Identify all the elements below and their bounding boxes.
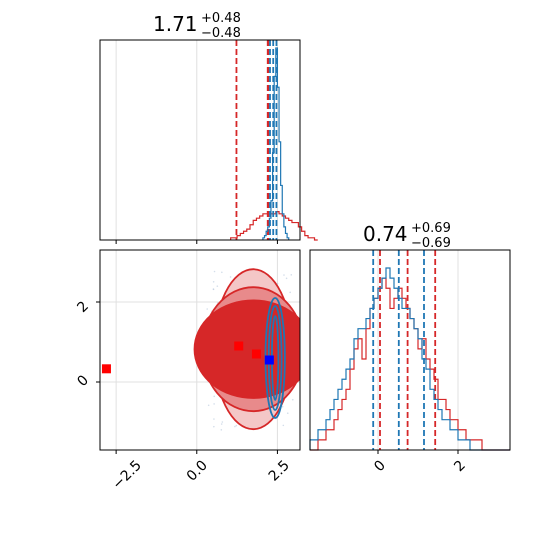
bl-plot-area xyxy=(193,268,300,431)
panel-top-left-histogram xyxy=(99,39,318,244)
bl-sample-point xyxy=(220,423,223,425)
bl-sample-point xyxy=(291,398,294,401)
bl-sample-point xyxy=(207,404,210,407)
bl-sample-point xyxy=(220,429,223,431)
bl-frame xyxy=(99,249,301,451)
bl-sample-point xyxy=(213,425,215,428)
bl-sample-point xyxy=(235,424,238,427)
title-top-left-lower: −0.48 xyxy=(201,26,241,41)
br-frame xyxy=(309,249,511,451)
x-tick-label-br-0: 0 xyxy=(371,458,389,476)
title-bottom-right-lower: −0.69 xyxy=(411,236,451,251)
bl-sample-point xyxy=(234,425,236,428)
x-tick-label-bl-1: 0.0 xyxy=(184,458,211,485)
bl-sample-point xyxy=(289,291,291,294)
bl-sample-point xyxy=(221,421,224,423)
title-bottom-right-value: 0.74 xyxy=(363,222,408,246)
bl-sample-point xyxy=(213,418,215,420)
bl-sample-point xyxy=(213,270,216,273)
tl-frame xyxy=(99,39,301,241)
bl-sample-point xyxy=(283,274,285,276)
bl-marker-1 xyxy=(234,341,244,351)
bl-contour-red-level-2 xyxy=(193,299,300,399)
bl-sample-point xyxy=(285,277,288,280)
bl-sample-point xyxy=(216,285,219,287)
bl-marker-0 xyxy=(101,364,111,374)
x-tick-label-br-1: 2 xyxy=(451,458,469,476)
bl-marker-2 xyxy=(251,349,261,359)
panel-bottom-right-histogram xyxy=(309,249,511,454)
bl-sample-point xyxy=(282,424,285,427)
panel-bottom-left-contour xyxy=(96,249,301,454)
bl-sample-point xyxy=(290,274,293,276)
title-bottom-right-upper: +0.69 xyxy=(411,221,451,236)
tl-hist-series-0 xyxy=(230,211,318,241)
bl-sample-point xyxy=(221,271,223,274)
bl-sample-point xyxy=(229,276,232,278)
br-hist-series-0 xyxy=(310,277,510,451)
title-top-left-value: 1.71 xyxy=(153,12,198,36)
title-top-left-upper: +0.48 xyxy=(201,11,241,26)
bl-marker-3 xyxy=(264,355,274,365)
bl-sample-point xyxy=(286,412,289,415)
bl-sample-point xyxy=(212,288,215,290)
x-tick-label-bl-0: −2.5 xyxy=(109,458,144,493)
bl-sample-point xyxy=(206,308,209,310)
x-tick-label-bl-2: 2.5 xyxy=(266,458,293,485)
y-tick-label-bl-1: 2 xyxy=(74,298,92,316)
br-hist-series-1 xyxy=(309,267,510,451)
bl-sample-point xyxy=(213,395,216,398)
bl-sample-point xyxy=(212,281,215,283)
bl-sample-point xyxy=(213,403,215,405)
bl-sample-point xyxy=(281,405,284,408)
y-tick-label-bl-0: 0 xyxy=(74,372,92,390)
